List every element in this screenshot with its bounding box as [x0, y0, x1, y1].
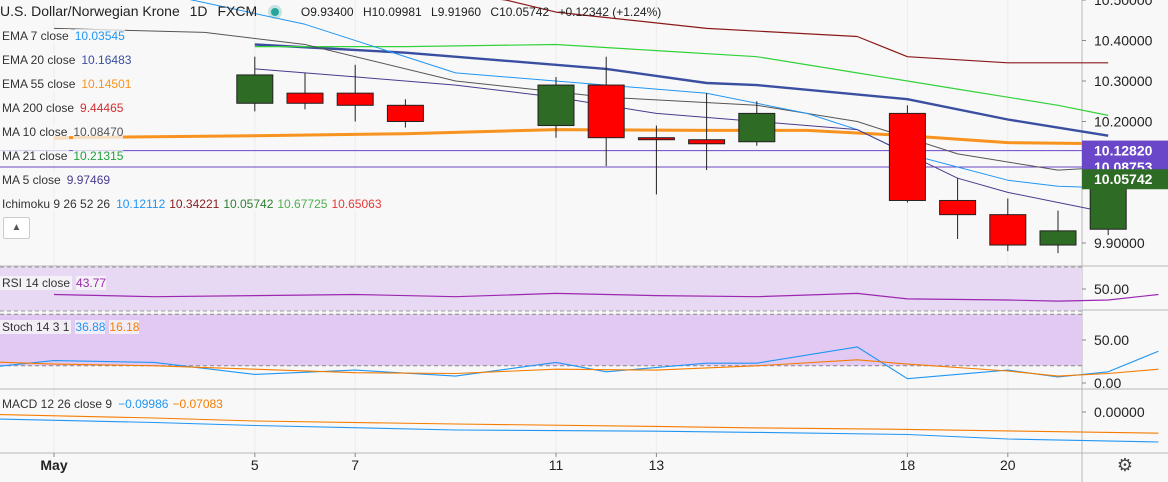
indicator-legend[interactable]: EMA 55 close 10.14501 [0, 77, 132, 91]
price-tick-label: 10.40000 [1094, 33, 1153, 49]
indicator-label: EMA 7 close [0, 29, 71, 43]
candle-down [587, 84, 625, 139]
pane-tick-label: 50.00 [1094, 281, 1129, 297]
macd-signal-value: −0.07083 [172, 397, 223, 411]
candle-down [688, 139, 726, 145]
symbol-name[interactable]: U.S. Dollar/Norwegian Krone [0, 3, 180, 19]
price-tick-label: 10.20000 [1094, 114, 1153, 130]
high-value: H10.09981 [362, 5, 422, 19]
pane-tick-label: 50.00 [1094, 332, 1129, 348]
indicator-value: 10.67725 [277, 197, 328, 211]
rsi-value: 43.77 [76, 276, 107, 290]
indicator-legend[interactable]: EMA 7 close 10.03545 [0, 29, 125, 43]
source-label: FXCM [217, 3, 258, 19]
indicator-legend[interactable]: MA 10 close 10.08470 [0, 125, 124, 139]
indicator-label: MA 200 close [0, 101, 77, 115]
candle-down [637, 137, 675, 141]
pane-tick-label: 0.00000 [1094, 404, 1145, 420]
candle-up [236, 74, 274, 104]
macd-signal-line [0, 413, 1159, 434]
rsi-legend[interactable]: RSI 14 close 43.77 [0, 276, 107, 290]
overlay-line-ma-21 [53, 27, 1109, 171]
overlay-line-ema-7 [189, 0, 1109, 189]
candle-down [888, 112, 926, 201]
price-tick-label: 10.30000 [1094, 73, 1153, 89]
stoch-band [0, 314, 1082, 366]
macd-line [0, 418, 1159, 443]
open-value: O9.93400 [300, 5, 354, 19]
overlay-line-ichimoku-span [254, 43, 1109, 116]
indicator-value: 10.16483 [81, 53, 132, 67]
time-tick-label: May [40, 457, 67, 473]
time-tick-label: 7 [351, 457, 359, 473]
indicator-label: MA 21 close [0, 149, 70, 163]
candle-down [286, 92, 324, 104]
indicator-label: EMA 55 close [0, 77, 78, 91]
candle-down [939, 199, 977, 216]
close-value: C10.05742 [490, 5, 550, 19]
candle-up [1039, 230, 1077, 246]
overlay-line-ichimoku-lagging [500, 0, 1109, 64]
time-tick-label: 18 [900, 457, 916, 473]
candle-down [989, 214, 1027, 246]
rsi-line [53, 292, 1159, 302]
indicator-label: MA 10 close [0, 125, 70, 139]
indicator-value: 10.05742 [223, 197, 274, 211]
pane-tick-label: 0.00 [1094, 375, 1121, 391]
macd-value: −0.09986 [118, 397, 169, 411]
low-value: L9.91960 [431, 5, 482, 19]
indicator-value: 10.08470 [73, 125, 124, 139]
indicator-value: 10.14501 [81, 77, 132, 91]
time-tick-label: 20 [1000, 457, 1016, 473]
rsi-label: RSI 14 close [0, 276, 73, 290]
market-status-icon [271, 8, 279, 17]
collapse-legend-button[interactable]: ▲ [3, 217, 30, 239]
stoch-d-value: 16.18 [109, 320, 140, 334]
indicator-value: 10.21315 [73, 149, 124, 163]
interval-label[interactable]: 1D [189, 3, 208, 19]
indicator-legend[interactable]: MA 5 close 9.97469 [0, 173, 111, 187]
ichimoku-legend[interactable]: Ichimoku 9 26 52 26 10.12112 10.34221 10.05… [0, 197, 382, 211]
indicator-legend[interactable]: MA 21 close 10.21315 [0, 149, 124, 163]
stoch-d-line [0, 359, 1159, 377]
candle-down [386, 104, 424, 123]
macd-legend[interactable]: MACD 12 26 close 9 −0.09986 −0.07083 [0, 397, 223, 411]
price-label-text: 10.12820 [1094, 143, 1153, 159]
symbol-title-bar: U.S. Dollar/Norwegian Krone 1D FXCM O9.9… [0, 3, 661, 19]
indicator-legend[interactable]: MA 200 close 9.44465 [0, 101, 124, 115]
stoch-legend[interactable]: Stoch 14 3 1 36.88 16.18 [0, 320, 140, 334]
time-tick-label: 13 [649, 457, 665, 473]
chevron-up-icon: ▲ [11, 222, 22, 233]
price-label-text: 10.05742 [1094, 171, 1153, 187]
indicator-legend[interactable]: EMA 20 close 10.16483 [0, 53, 132, 67]
settings-gear-icon[interactable]: ⚙ [1116, 455, 1134, 475]
indicator-label: EMA 20 close [0, 53, 78, 67]
price-tick-label: 10.50000 [1094, 0, 1153, 8]
macd-label: MACD 12 26 close 9 [0, 397, 115, 411]
candle-up [537, 84, 575, 127]
indicator-value: 9.97469 [66, 173, 111, 187]
time-tick-label: 5 [251, 457, 259, 473]
candle-up [738, 112, 776, 143]
stoch-k-value: 36.88 [75, 320, 106, 334]
indicator-value: 10.34221 [169, 197, 220, 211]
indicator-value: 10.03545 [74, 29, 125, 43]
price-label-box [1082, 169, 1168, 190]
price-label-box [1082, 140, 1168, 161]
indicator-value: 10.65063 [331, 197, 382, 211]
candle-down [336, 92, 374, 106]
overlay-line-ema-20 [254, 43, 1109, 137]
indicator-value: 10.12112 [116, 197, 166, 211]
change-value: +0.12342 (+1.24%) [558, 5, 662, 19]
price-tick-label: 9.90000 [1094, 235, 1145, 251]
indicator-value: 9.44465 [80, 101, 124, 115]
indicator-label: MA 5 close [0, 173, 63, 187]
rsi-band [0, 267, 1082, 311]
time-tick-label: 11 [549, 457, 564, 473]
indicator-label: Ichimoku 9 26 52 26 [0, 197, 113, 211]
ohlc-values: O9.93400 H10.09981 L9.91960 C10.05742 +0… [301, 5, 661, 19]
stoch-label: Stoch 14 3 1 [0, 320, 72, 334]
